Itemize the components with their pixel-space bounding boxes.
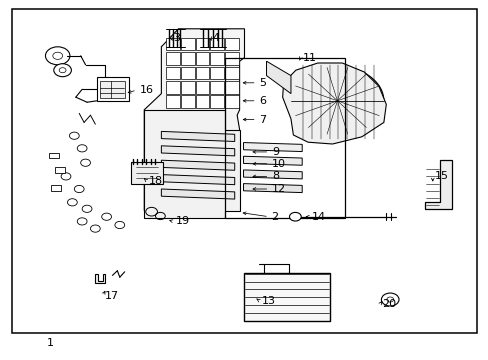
Bar <box>181 81 194 94</box>
Polygon shape <box>161 189 234 199</box>
Circle shape <box>90 225 100 232</box>
Bar <box>166 81 180 94</box>
Text: 14: 14 <box>311 212 325 222</box>
Circle shape <box>45 47 70 65</box>
Polygon shape <box>282 63 386 144</box>
Circle shape <box>67 199 77 206</box>
Bar <box>195 52 209 65</box>
Text: 6: 6 <box>259 96 265 106</box>
Circle shape <box>61 173 71 180</box>
Bar <box>195 81 209 94</box>
Circle shape <box>77 145 87 152</box>
Polygon shape <box>243 143 302 152</box>
Text: 18: 18 <box>149 176 163 186</box>
Bar <box>166 38 180 50</box>
Bar <box>210 52 224 65</box>
Text: 5: 5 <box>259 78 265 88</box>
Circle shape <box>77 218 87 225</box>
Polygon shape <box>144 29 244 211</box>
Text: 20: 20 <box>382 299 396 309</box>
Bar <box>224 95 238 108</box>
Text: 13: 13 <box>261 296 275 306</box>
Polygon shape <box>425 160 451 209</box>
Text: 4: 4 <box>212 33 220 43</box>
Text: 8: 8 <box>271 171 279 181</box>
Polygon shape <box>95 274 105 283</box>
Circle shape <box>81 159 90 166</box>
Bar <box>131 162 163 184</box>
Bar <box>224 52 238 65</box>
Polygon shape <box>266 61 290 94</box>
Circle shape <box>69 132 79 139</box>
Bar <box>49 153 59 158</box>
Text: 9: 9 <box>271 147 279 157</box>
Polygon shape <box>161 160 234 170</box>
Bar <box>210 95 224 108</box>
Text: 12: 12 <box>271 184 285 194</box>
Bar <box>166 95 180 108</box>
Text: 3: 3 <box>173 33 180 43</box>
Bar <box>166 67 180 79</box>
Bar <box>224 58 344 218</box>
Circle shape <box>289 212 301 221</box>
Text: 11: 11 <box>303 53 317 63</box>
Bar <box>181 95 194 108</box>
Polygon shape <box>243 184 302 193</box>
Circle shape <box>54 64 71 77</box>
Bar <box>181 52 194 65</box>
Text: 10: 10 <box>271 159 285 169</box>
Bar <box>210 67 224 79</box>
Bar <box>55 167 64 173</box>
Bar <box>100 81 124 98</box>
Text: 2: 2 <box>271 212 278 222</box>
Polygon shape <box>243 170 302 179</box>
Circle shape <box>82 205 92 212</box>
Bar <box>51 185 61 191</box>
Circle shape <box>381 293 398 306</box>
Bar <box>210 38 224 50</box>
Polygon shape <box>161 175 234 185</box>
Circle shape <box>74 185 84 193</box>
Text: 15: 15 <box>434 171 448 181</box>
Circle shape <box>290 67 383 135</box>
Bar <box>224 67 238 79</box>
Text: 16: 16 <box>139 85 153 95</box>
Bar <box>181 38 194 50</box>
Bar <box>224 38 238 50</box>
Bar <box>181 67 194 79</box>
Bar <box>166 52 180 65</box>
Bar <box>195 38 209 50</box>
Polygon shape <box>243 156 302 165</box>
Circle shape <box>115 221 124 229</box>
Polygon shape <box>161 131 234 141</box>
Bar <box>97 77 128 101</box>
Polygon shape <box>161 146 234 156</box>
Bar <box>210 81 224 94</box>
Text: 17: 17 <box>105 291 119 301</box>
Bar <box>244 273 329 321</box>
Circle shape <box>102 213 111 220</box>
Polygon shape <box>144 110 239 218</box>
Bar <box>195 67 209 79</box>
Bar <box>224 81 238 94</box>
Bar <box>195 95 209 108</box>
Text: 1: 1 <box>46 338 53 348</box>
Text: 7: 7 <box>259 114 266 125</box>
Text: 19: 19 <box>176 216 190 226</box>
